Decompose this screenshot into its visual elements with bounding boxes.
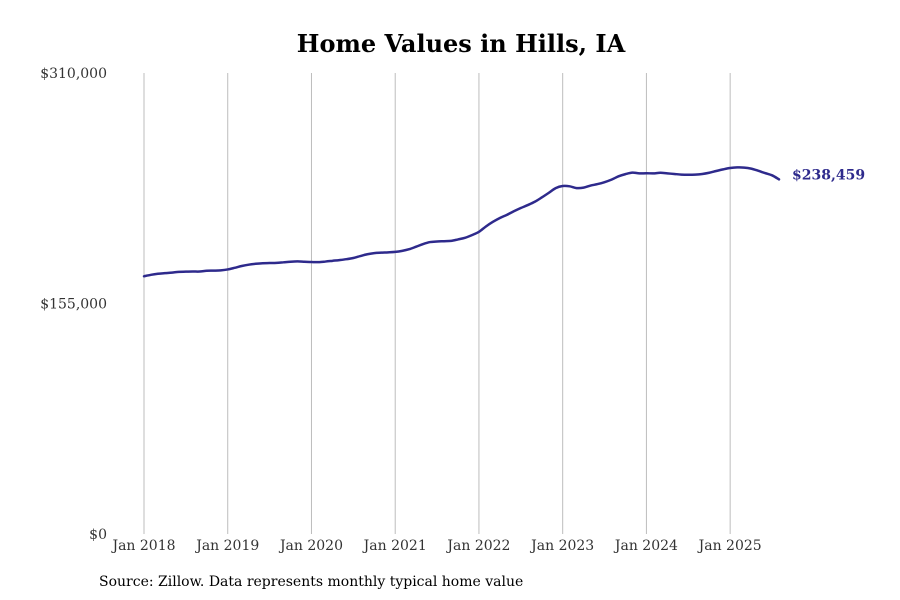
x-tick-label: Jan 2021 xyxy=(362,538,427,554)
y-tick-label: $310,000 xyxy=(40,66,107,82)
y-tick-label: $155,000 xyxy=(40,297,107,313)
x-tick-label: Jan 2023 xyxy=(529,538,594,554)
x-axis-tick-labels: Jan 2018 Jan 2019 Jan 2020 Jan 2021 Jan 2022… xyxy=(110,538,761,554)
source-note: Source: Zillow. Data represents monthly … xyxy=(99,574,524,590)
x-tick-label: Jan 2024 xyxy=(613,538,678,554)
y-axis-tick-labels: $0 $155,000 $310,000 xyxy=(40,66,107,543)
x-tick-label: Jan 2022 xyxy=(445,538,510,554)
end-value-label: $238,459 xyxy=(792,167,865,183)
chart-title: Home Values in Hills, IA xyxy=(297,29,626,58)
y-tick-label: $0 xyxy=(89,527,107,543)
x-tick-label: Jan 2020 xyxy=(278,538,343,554)
x-tick-label: Jan 2018 xyxy=(110,538,175,554)
vertical-gridlines xyxy=(143,73,731,534)
series-line-home-values xyxy=(142,166,781,278)
x-tick-label: Jan 2019 xyxy=(194,538,259,554)
x-tick-label: Jan 2025 xyxy=(697,538,762,554)
